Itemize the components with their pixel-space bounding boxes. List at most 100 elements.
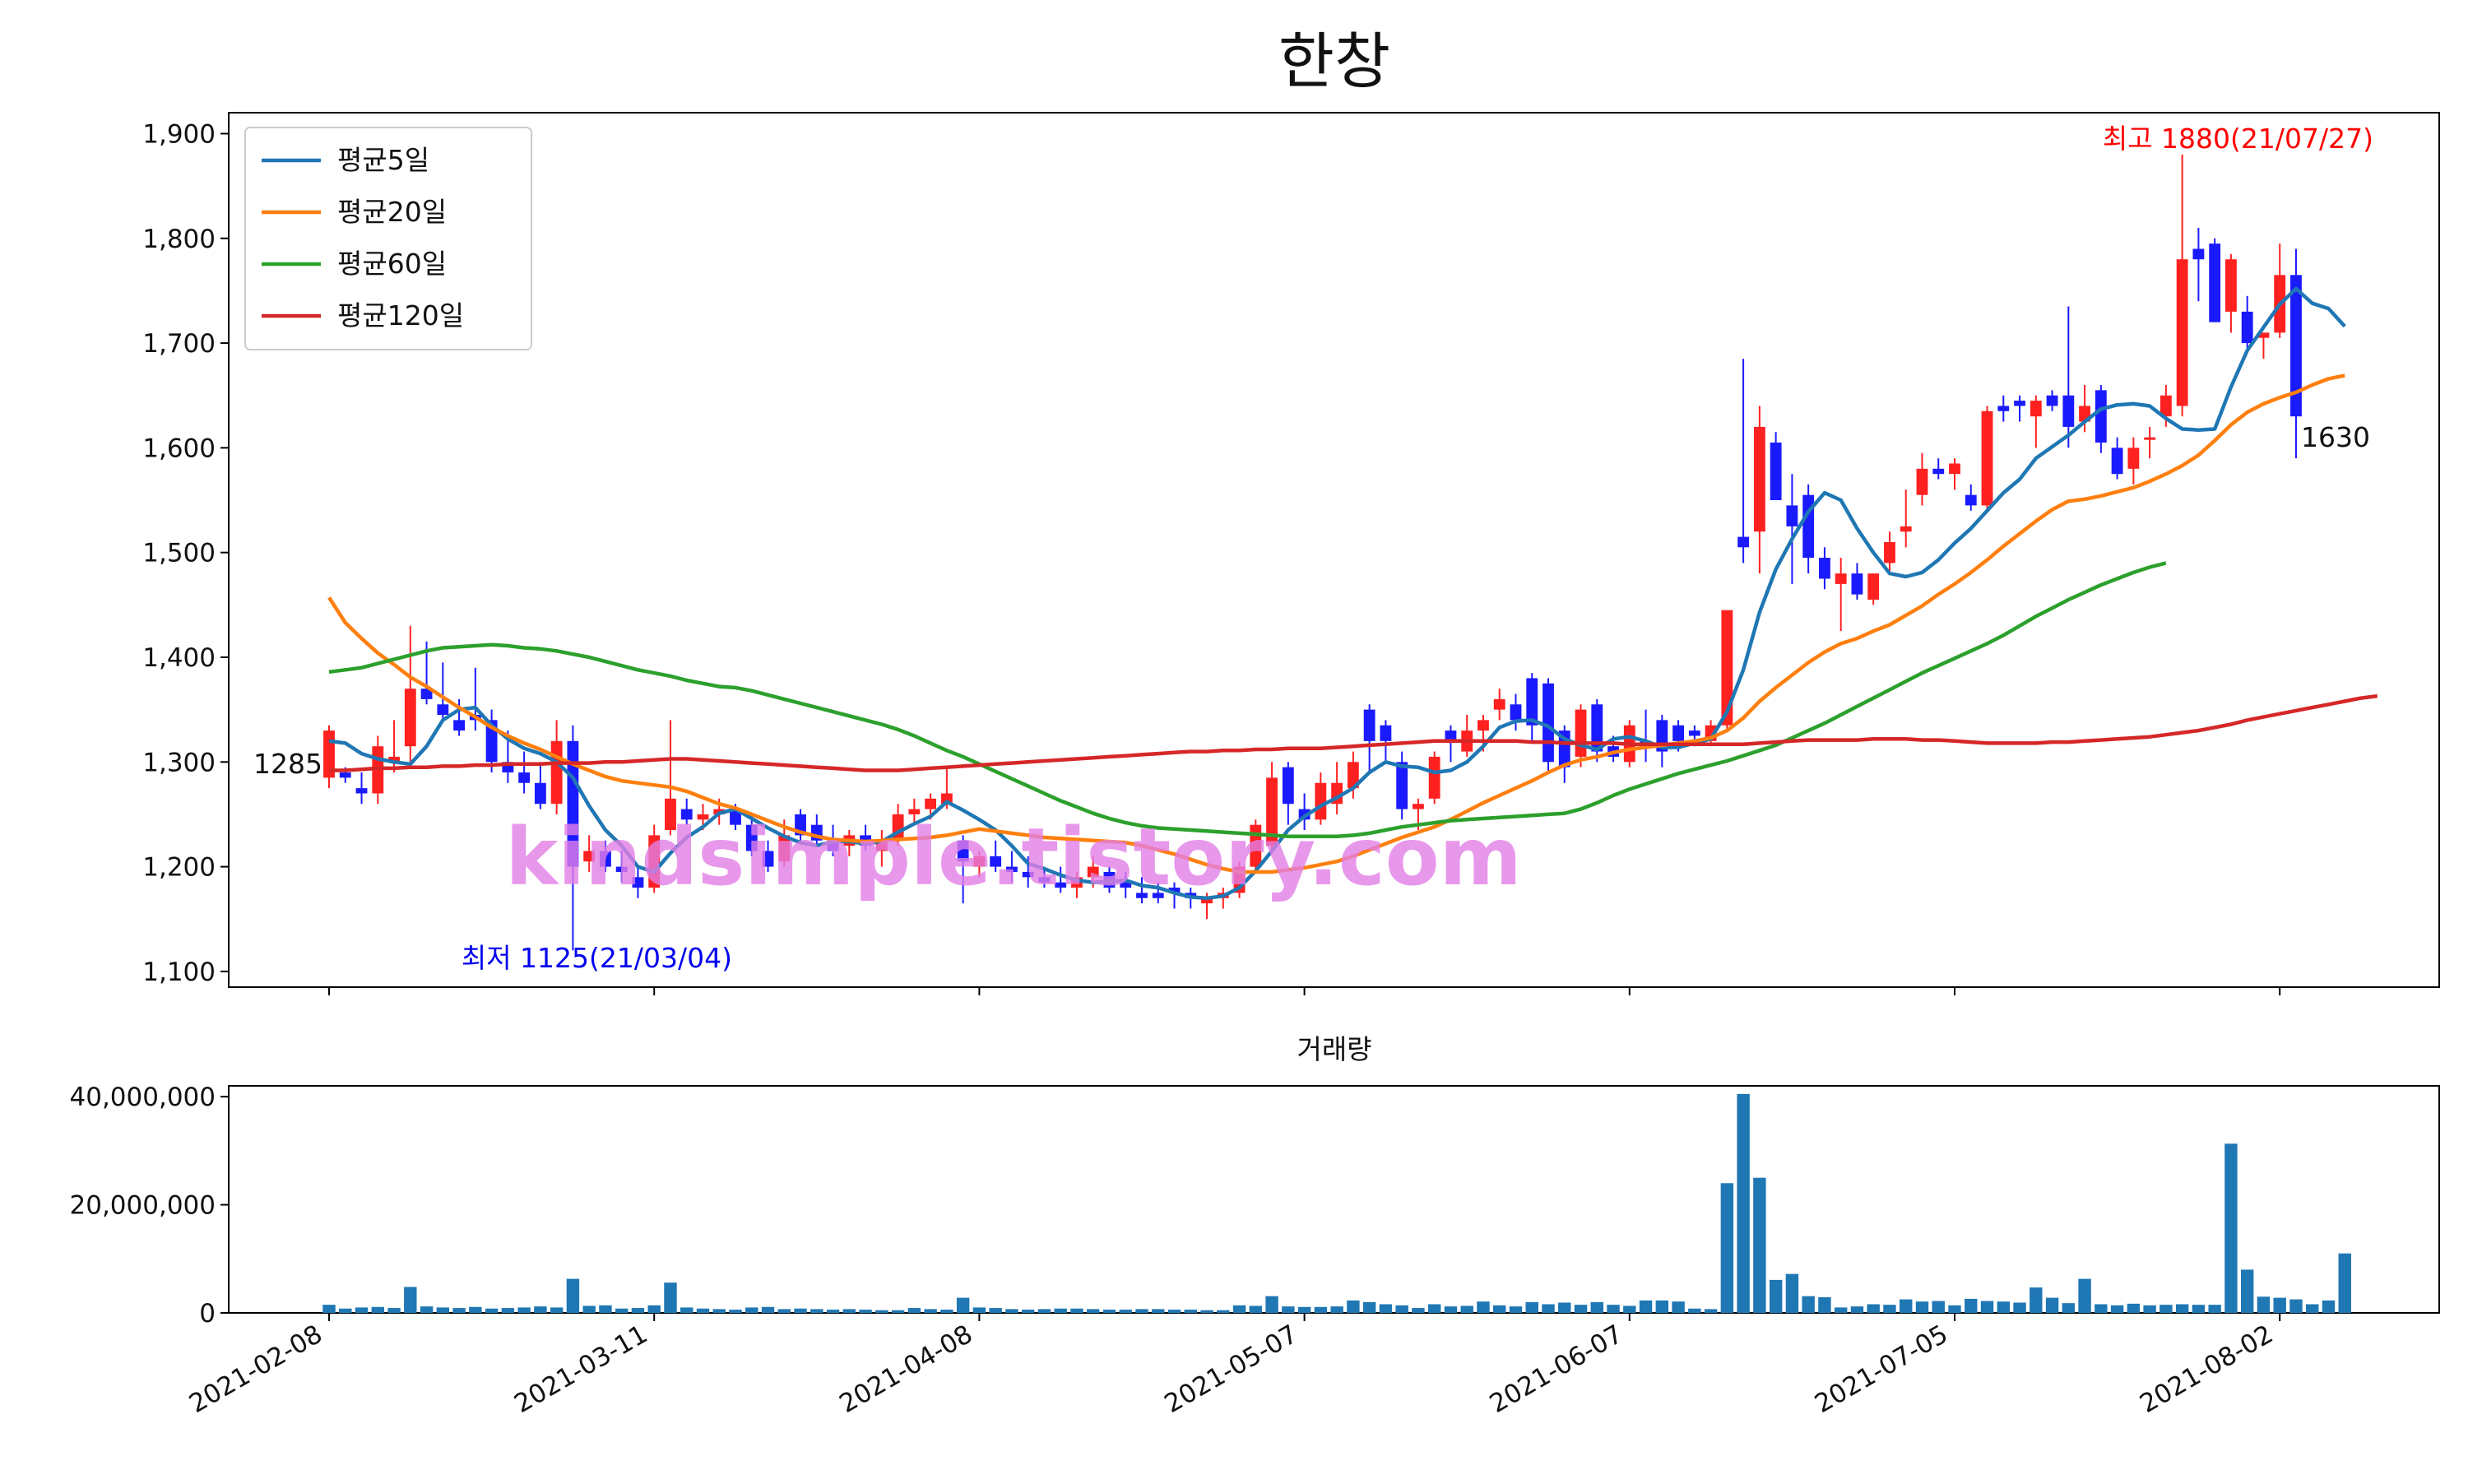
volume-bar	[517, 1307, 531, 1313]
candle-body	[2257, 332, 2270, 338]
volume-bar	[1688, 1308, 1701, 1313]
candle-body	[697, 814, 709, 820]
candle-body	[420, 689, 433, 699]
candle-body	[1900, 526, 1912, 532]
candle-body	[2127, 448, 2140, 469]
volume-bar	[1102, 1310, 1116, 1313]
candle-body	[1413, 804, 1424, 809]
volume-bar	[745, 1307, 758, 1313]
volume-bar	[339, 1308, 352, 1313]
candle-body	[2046, 395, 2058, 406]
candle-body	[1688, 730, 1700, 736]
candle-body	[2014, 401, 2025, 406]
volume-bar	[2273, 1297, 2286, 1313]
volume-bar	[2257, 1296, 2271, 1313]
volume-bar	[2062, 1303, 2076, 1313]
volume-bar	[2045, 1297, 2059, 1313]
volume-bar	[826, 1310, 840, 1313]
candle-body	[453, 720, 465, 731]
volume-bar	[2078, 1278, 2091, 1313]
candle-body	[762, 851, 774, 867]
volume-bar	[891, 1310, 905, 1313]
volume-bar	[1785, 1273, 1799, 1313]
volume-bar	[1021, 1310, 1035, 1313]
candle-body	[518, 772, 531, 783]
candle-body	[339, 772, 351, 778]
volume-bar	[1948, 1305, 1961, 1313]
candle-body	[1526, 678, 1538, 726]
volume-ytick-label: 0	[199, 1299, 216, 1329]
candle-body	[534, 782, 546, 805]
volume-bar	[1980, 1301, 1994, 1313]
volume-bar	[1135, 1309, 1148, 1313]
candle-body	[925, 798, 937, 809]
volume-bar	[1590, 1301, 1603, 1313]
price-ytick-label: 1,900	[142, 119, 216, 149]
volume-ytick-label: 20,000,000	[70, 1191, 216, 1221]
volume-bar	[1997, 1301, 2010, 1313]
volume-bar	[452, 1308, 466, 1313]
volume-bar	[420, 1306, 434, 1313]
volume-bar	[1314, 1306, 1328, 1313]
candle-body	[388, 756, 400, 763]
candle-body	[2225, 259, 2237, 312]
volume-bar	[534, 1306, 547, 1313]
volume-bar	[1070, 1308, 1083, 1313]
volume-bar	[1525, 1301, 1538, 1313]
candle-body	[1867, 573, 1880, 600]
candle-body	[1022, 871, 1034, 878]
candle-body	[1055, 882, 1067, 888]
volume-bar	[1737, 1093, 1750, 1313]
candle-body	[2209, 243, 2221, 322]
volume-bar	[436, 1307, 450, 1313]
volume-bar	[1087, 1309, 1100, 1313]
volume-bar	[712, 1309, 726, 1313]
volume-bar	[794, 1308, 807, 1313]
volume-bar	[355, 1307, 369, 1313]
volume-bar	[485, 1308, 499, 1313]
price-ytick-label: 1,100	[142, 958, 216, 987]
volume-bar	[842, 1309, 856, 1313]
candle-body	[2062, 395, 2075, 427]
volume-bar	[1037, 1309, 1051, 1313]
volume-bar	[1395, 1305, 1408, 1313]
candle-body	[1835, 573, 1847, 584]
volume-bar	[322, 1305, 336, 1313]
ma-line	[328, 286, 2346, 901]
candle-body	[2176, 259, 2188, 406]
volume-bar	[859, 1310, 872, 1313]
annotation-low: 최저 1125(21/03/04)	[462, 942, 732, 974]
candle-body	[1575, 709, 1587, 757]
candle-body	[1542, 683, 1554, 763]
volume-bar	[1850, 1306, 1864, 1313]
volume-bar	[1249, 1305, 1263, 1313]
volume-bar	[1427, 1304, 1441, 1313]
volume-bar	[2110, 1305, 2124, 1313]
candle-body	[355, 788, 368, 794]
candle-body	[1396, 762, 1408, 809]
candle-body	[1672, 725, 1684, 741]
volume-bar	[1802, 1296, 1815, 1313]
candle-body	[1981, 410, 1993, 506]
volume-bar	[729, 1310, 742, 1313]
volume-bar	[1623, 1305, 1636, 1313]
candle-body	[2192, 248, 2205, 260]
volume-bar	[1834, 1307, 1848, 1313]
volume-bar	[1558, 1302, 1571, 1313]
candle-body	[1445, 730, 1457, 741]
volume-bar	[1753, 1177, 1766, 1313]
candle-body	[1916, 468, 1928, 495]
candle-body	[1932, 468, 1945, 475]
price-ytick-label: 1,200	[142, 853, 216, 883]
volume-bar	[1720, 1183, 1734, 1313]
candle-body	[1591, 704, 1603, 752]
volume-bar	[1005, 1309, 1018, 1313]
price-ytick-label: 1,800	[142, 225, 216, 254]
candle-body	[2290, 275, 2302, 417]
candle-body	[1428, 756, 1440, 799]
candle-body	[1282, 767, 1294, 805]
candle-body	[957, 840, 969, 862]
volume-bar	[1232, 1305, 1246, 1313]
volume-bar	[1704, 1309, 1718, 1313]
